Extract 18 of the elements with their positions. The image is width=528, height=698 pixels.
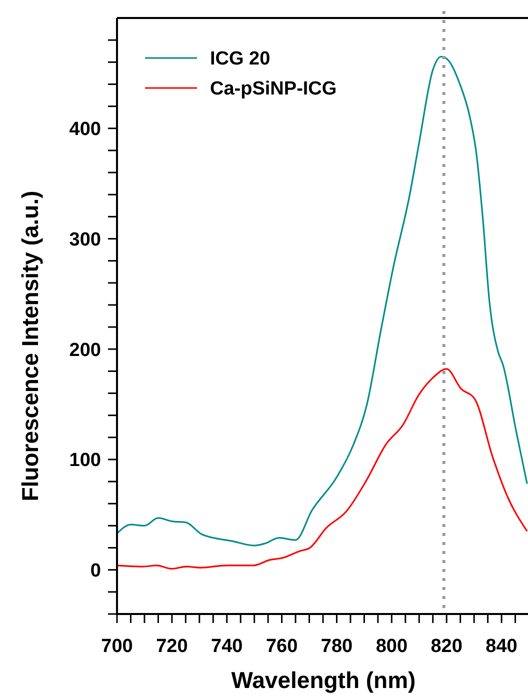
y-tick-label: 100 xyxy=(69,450,101,472)
y-tick-label: 300 xyxy=(69,229,101,250)
x-axis-title: Wavelength (nm) xyxy=(231,667,416,693)
legend-label: ICG 20 xyxy=(210,48,270,70)
x-tick-label: 800 xyxy=(376,636,408,657)
x-tick-label: 780 xyxy=(320,636,353,657)
x-tick-label: 700 xyxy=(101,636,133,657)
x-tick-label: 720 xyxy=(156,636,188,657)
y-tick-label: 0 xyxy=(90,560,101,582)
y-tick-label: 200 xyxy=(69,340,101,361)
x-tick-label: 760 xyxy=(266,636,298,657)
y-tick-label: 400 xyxy=(69,119,101,140)
x-tick-label: 840 xyxy=(486,636,518,657)
line-series xyxy=(116,368,528,570)
x-tick-label: 820 xyxy=(430,636,462,657)
y-axis-title: Fluorescence Intensity (a.u.) xyxy=(17,190,43,502)
x-tick-label: 740 xyxy=(211,636,243,657)
legend-label: Ca-pSiNP-ICG xyxy=(210,78,337,100)
